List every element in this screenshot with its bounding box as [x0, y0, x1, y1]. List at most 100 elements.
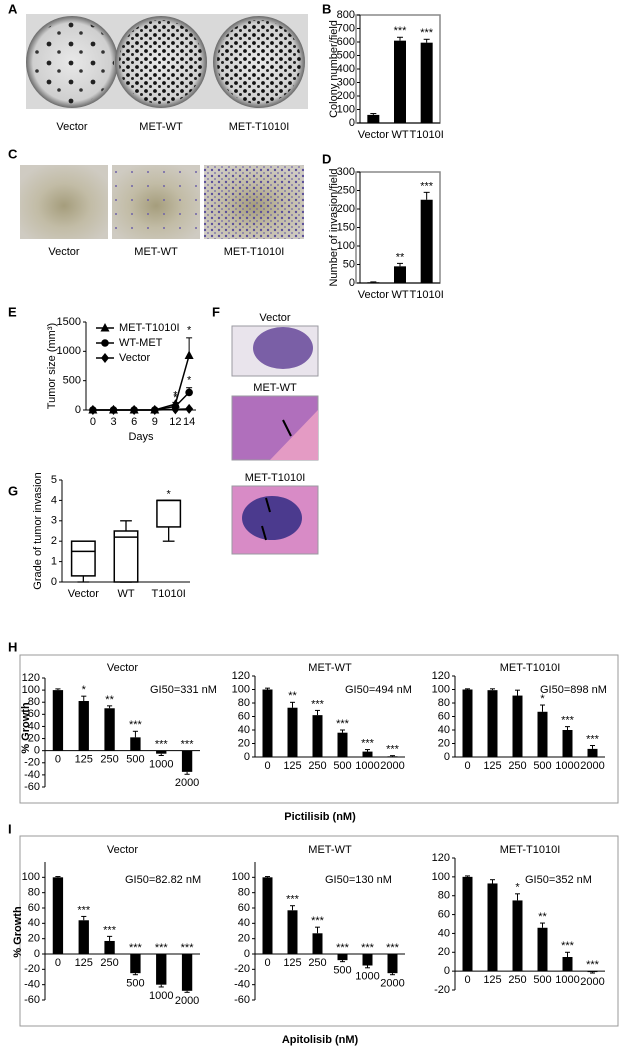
marker [185, 403, 194, 414]
y-tick-label: 50 [343, 258, 355, 270]
y-axis-label: Grade of tumor invasion [32, 472, 44, 589]
significance: *** [336, 718, 350, 730]
box [70, 540, 96, 577]
y-tick-label: 0 [444, 965, 450, 977]
y-tick-label: -20 [24, 757, 40, 769]
bar [104, 708, 115, 751]
bar [362, 954, 373, 966]
annotation: GI50=82.82 nM [125, 874, 201, 886]
y-axis-label: Colony number/field [328, 20, 340, 118]
y-tick-label: 120 [22, 672, 40, 684]
significance: *** [361, 737, 375, 749]
panel-label: B [322, 1, 331, 16]
bar [262, 877, 273, 954]
y-tick-label: 40 [238, 917, 250, 929]
y-tick-label: 3 [51, 515, 57, 527]
y-tick-label: 0 [349, 117, 355, 129]
y-tick-label: 5 [51, 474, 57, 486]
x-tick-label: 2000 [580, 760, 604, 772]
y-tick-label: 1 [51, 556, 57, 568]
bar [156, 954, 167, 985]
significance: * [173, 392, 178, 404]
y-tick-label: 20 [28, 732, 40, 744]
image-label: Vector [56, 121, 88, 133]
x-tick-label: 500 [333, 965, 351, 977]
panel-label: I [8, 821, 12, 836]
image-label: MET-T1010I [229, 121, 290, 133]
y-tick-label: 80 [438, 890, 450, 902]
x-tick-label: 0 [90, 416, 96, 428]
y-tick-label: 600 [337, 36, 355, 48]
significance: *** [311, 698, 325, 710]
x-tick-label: 500 [126, 978, 144, 990]
panel-a-images: Vector MET-WT MET-T1010I [26, 14, 308, 133]
bar [367, 114, 380, 123]
y-tick-label: -60 [24, 781, 40, 793]
bar [562, 730, 573, 757]
bar [181, 750, 193, 772]
y-axis-label: Tumor size (mm³) [46, 323, 58, 409]
x-tick-label: 1000 [555, 760, 579, 772]
significance: *** [561, 940, 575, 952]
bar [587, 748, 598, 757]
y-tick-label: 120 [432, 852, 450, 864]
x-tick-label: 9 [152, 416, 158, 428]
bar [587, 971, 598, 973]
x-tick-label: 0 [55, 957, 61, 969]
x-tick-label: 250 [508, 760, 526, 772]
y-tick-label: 40 [28, 720, 40, 732]
y-tick-label: 80 [238, 697, 250, 709]
image-label: MET-T1010I [224, 246, 285, 258]
y-tick-label: 100 [337, 240, 355, 252]
y-tick-label: 20 [28, 933, 40, 945]
panel-frame [19, 835, 619, 1027]
x-tick-label: 500 [126, 754, 144, 766]
significance: * [167, 488, 172, 500]
y-tick-label: -20 [24, 963, 40, 975]
significance: *** [286, 894, 300, 906]
bar [337, 732, 348, 757]
panel-f-images: Vector MET-WT MET-T1010I [231, 312, 319, 555]
bar [287, 707, 298, 757]
y-tick-label: 0 [244, 751, 250, 763]
x-tick-label: 125 [75, 957, 93, 969]
significance: *** [155, 942, 169, 954]
y-tick-label: 40 [238, 724, 250, 736]
tissue [242, 496, 302, 540]
bar [394, 40, 406, 123]
bar [537, 711, 548, 757]
y-tick-label: 60 [438, 908, 450, 920]
x-tick-label: 250 [508, 974, 526, 986]
significance: *** [103, 924, 117, 936]
x-axis-label: Apitolisib (nM) [282, 1034, 359, 1046]
significance: *** [394, 25, 408, 37]
box [113, 530, 139, 583]
legend-label: MET-T1010I [119, 322, 180, 334]
x-tick-label: 250 [308, 760, 326, 772]
y-tick-label: 100 [432, 683, 450, 695]
y-tick-label: 40 [438, 927, 450, 939]
y-tick-label: 100 [232, 683, 250, 695]
x-tick-label: 250 [100, 754, 118, 766]
well-image [20, 165, 108, 239]
y-tick-label: 0 [444, 751, 450, 763]
image-label: MET-T1010I [245, 472, 306, 484]
x-tick-label: 0 [55, 754, 61, 766]
chart-title: MET-T1010I [500, 662, 561, 674]
tissue [253, 327, 313, 369]
x-axis-label: Pictilisib (nM) [284, 811, 356, 823]
panel-label: E [8, 304, 17, 319]
significance: * [540, 693, 545, 705]
significance: *** [586, 959, 600, 971]
y-tick-label: 80 [438, 697, 450, 709]
bar [262, 689, 273, 757]
bar [537, 927, 548, 972]
x-tick-label: 125 [483, 760, 501, 772]
y-tick-label: 100 [22, 684, 40, 696]
bar [52, 690, 64, 751]
y-tick-label: 2 [51, 535, 57, 547]
significance: *** [420, 27, 434, 39]
bar [287, 910, 298, 954]
y-tick-label: 250 [337, 184, 355, 196]
y-tick-label: 0 [51, 576, 57, 588]
